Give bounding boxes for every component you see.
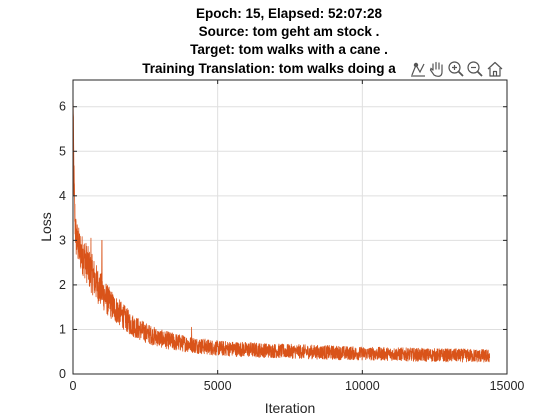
y-tick-label: 3 (59, 233, 66, 247)
y-tick-label: 5 (59, 144, 66, 158)
pan-icon (429, 61, 443, 77)
axes-toolbar (409, 60, 504, 78)
home-icon (487, 61, 503, 77)
zoom-in-button[interactable] (447, 60, 465, 78)
loss-series-line (72, 84, 491, 363)
x-tick-label: 0 (70, 379, 77, 393)
y-tick-label: 1 (59, 322, 66, 336)
x-tick-label: 15000 (490, 379, 525, 393)
chart-title: Epoch: 15, Elapsed: 52:07:28 Source: tom… (142, 6, 396, 76)
zoom-out-icon (467, 61, 483, 77)
x-tick-label: 10000 (345, 379, 380, 393)
y-tick-label: 6 (59, 100, 66, 114)
home-button[interactable] (486, 60, 504, 78)
data-tips-icon (411, 62, 425, 77)
plot-area[interactable]: 0 5000 10000 15000 0 1 2 3 4 5 6 (59, 79, 524, 393)
title-line-translation: Training Translation: tom walks doing a (142, 61, 396, 76)
x-axis-label: Iteration (265, 400, 316, 416)
axes-background (73, 80, 507, 374)
axes-box (72, 79, 508, 375)
y-axis-label: Loss (38, 212, 54, 242)
pan-button[interactable] (428, 60, 446, 78)
zoom-in-icon (448, 61, 464, 77)
y-tick-label: 2 (59, 278, 66, 292)
title-line-source: Source: tom geht am stock . (199, 24, 380, 39)
series-layer (72, 84, 491, 363)
title-line-epoch: Epoch: 15, Elapsed: 52:07:28 (196, 6, 383, 21)
title-line-target: Target: tom walks with a cane . (190, 42, 388, 57)
ticks: 0 5000 10000 15000 0 1 2 3 4 5 6 (59, 80, 524, 393)
x-tick-label: 5000 (204, 379, 232, 393)
y-tick-label: 4 (59, 189, 66, 203)
data-tips-button[interactable] (409, 60, 427, 78)
y-tick-label: 0 (59, 367, 66, 381)
zoom-out-button[interactable] (466, 60, 484, 78)
